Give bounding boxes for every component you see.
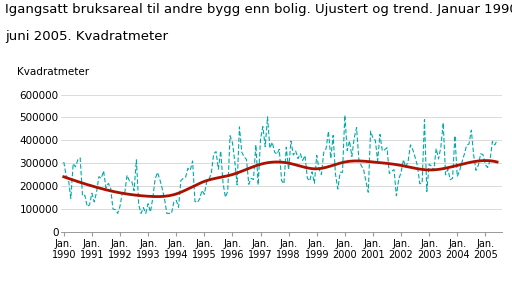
Legend: Bruksareal andre bygg, ujustert, Bruksareal andre bygg, trend: Bruksareal andre bygg, ujustert, Bruksar… <box>68 294 496 297</box>
Text: Igangsatt bruksareal til andre bygg enn bolig. Ujustert og trend. Januar 1990-: Igangsatt bruksareal til andre bygg enn … <box>5 3 512 16</box>
Text: Kvadratmeter: Kvadratmeter <box>17 67 90 77</box>
Text: juni 2005. Kvadratmeter: juni 2005. Kvadratmeter <box>5 30 168 43</box>
